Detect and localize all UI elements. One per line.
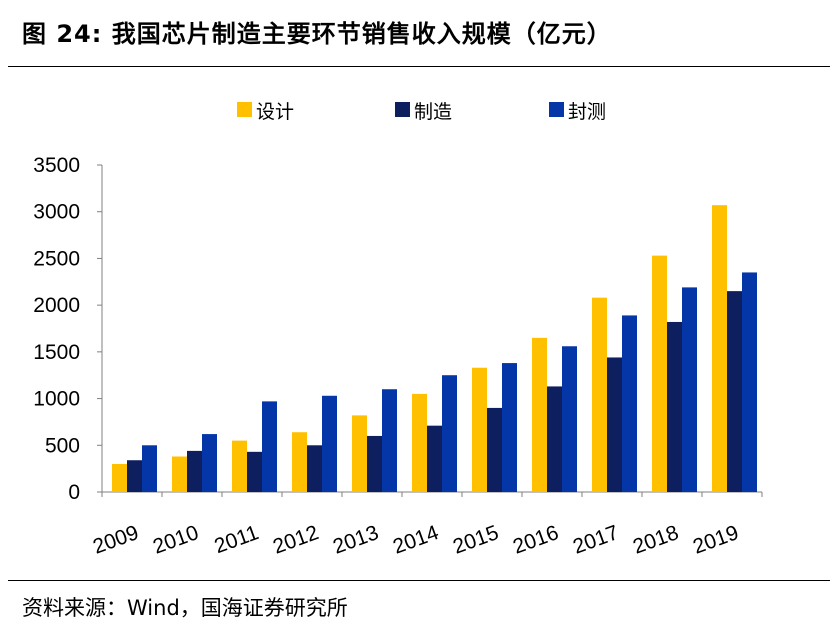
y-tick-label: 3000 xyxy=(33,201,80,224)
bar-设计-2011 xyxy=(232,440,247,492)
bar-封测-2016 xyxy=(562,346,577,492)
bar-制造-2015 xyxy=(487,407,502,492)
bar-设计-2015 xyxy=(472,367,487,492)
bar-设计-2016 xyxy=(532,337,547,492)
bar-设计-2019 xyxy=(712,205,727,492)
bar-封测-2015 xyxy=(502,363,517,492)
y-tick-label: 0 xyxy=(68,481,80,504)
y-tick-label: 3500 xyxy=(33,154,80,177)
bar-封测-2017 xyxy=(622,315,637,492)
x-tick-label: 2019 xyxy=(690,521,742,559)
bar-制造-2014 xyxy=(427,425,442,492)
x-tick-label: 2015 xyxy=(450,521,502,559)
x-tick-label: 2014 xyxy=(390,521,442,559)
bar-制造-2011 xyxy=(247,451,262,492)
x-tick-label: 2010 xyxy=(150,521,202,559)
legend-label-制造: 制造 xyxy=(414,101,452,123)
bar-制造-2019 xyxy=(727,291,742,492)
bar-封测-2009 xyxy=(142,445,157,492)
bar-设计-2018 xyxy=(652,255,667,492)
x-tick-label: 2013 xyxy=(330,521,382,559)
x-tick-label: 2018 xyxy=(630,521,682,559)
bar-设计-2017 xyxy=(592,297,607,492)
y-tick-label: 2000 xyxy=(33,294,80,317)
legend-swatch-设计 xyxy=(237,102,252,117)
source-note: 资料来源：Wind，国海证券研究所 xyxy=(22,596,348,620)
bar-封测-2019 xyxy=(742,272,757,492)
legend-swatch-封测 xyxy=(549,102,564,117)
bar-设计-2014 xyxy=(412,393,427,492)
x-tick-label: 2012 xyxy=(270,521,322,559)
legend-label-封测: 封测 xyxy=(568,101,606,123)
bar-封测-2018 xyxy=(682,287,697,492)
bar-封测-2014 xyxy=(442,375,457,492)
bar-制造-2009 xyxy=(127,460,142,492)
y-tick-label: 1000 xyxy=(33,388,80,411)
bar-封测-2012 xyxy=(322,395,337,492)
bar-制造-2017 xyxy=(607,357,622,492)
x-tick-label: 2017 xyxy=(570,521,622,559)
legend: 设计 制造 封测 xyxy=(237,101,606,123)
x-tick-label: 2011 xyxy=(211,521,261,558)
title-divider xyxy=(8,66,830,67)
bar-制造-2010 xyxy=(187,450,202,492)
bar-设计-2009 xyxy=(112,463,127,492)
bar-制造-2012 xyxy=(307,445,322,492)
bar-制造-2016 xyxy=(547,386,562,492)
x-tick-label: 2009 xyxy=(90,521,142,559)
bar-制造-2018 xyxy=(667,321,682,492)
source-divider xyxy=(8,580,830,581)
legend-swatch-制造 xyxy=(395,102,410,117)
bar-设计-2010 xyxy=(172,456,187,492)
y-tick-label: 2500 xyxy=(33,247,80,270)
x-tick-label: 2016 xyxy=(510,521,562,559)
bar-设计-2013 xyxy=(352,415,367,492)
y-tick-label: 1500 xyxy=(33,341,80,364)
y-tick-label: 500 xyxy=(45,434,80,457)
bars xyxy=(112,205,757,492)
bar-封测-2013 xyxy=(382,389,397,492)
legend-label-设计: 设计 xyxy=(256,101,294,123)
bar-封测-2010 xyxy=(202,434,217,492)
bar-封测-2011 xyxy=(262,401,277,492)
bar-制造-2013 xyxy=(367,435,382,492)
chart-title: 图 24: 我国芯片制造主要环节销售收入规模（亿元） xyxy=(22,20,612,48)
bar-设计-2012 xyxy=(292,432,307,492)
